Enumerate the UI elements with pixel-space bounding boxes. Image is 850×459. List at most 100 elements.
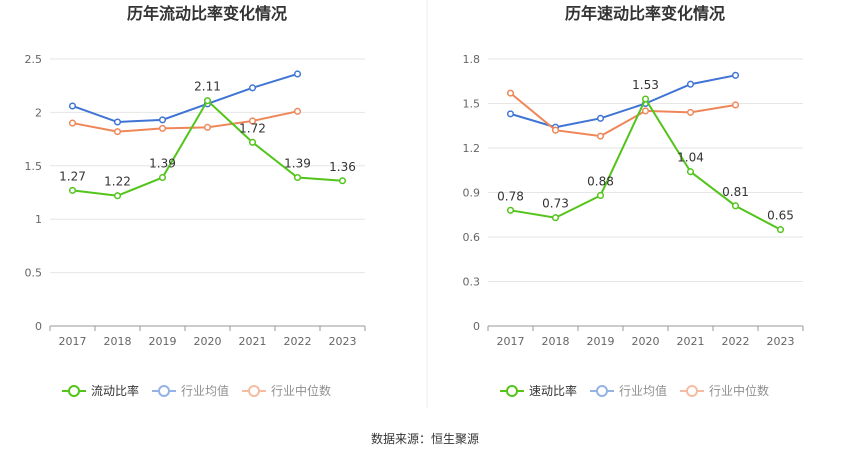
data-point-avg <box>113 118 122 126</box>
series-line-avg <box>72 72 298 124</box>
legend-label: 行业均值 <box>619 383 667 398</box>
data-label: 0.88 <box>587 174 614 188</box>
y-tick-label: 2.5 <box>25 53 43 66</box>
y-tick-label: 0 <box>473 320 480 333</box>
y-tick-label: 1.2 <box>463 142 481 155</box>
legend-marker <box>686 385 698 397</box>
y-tick-label: 0 <box>35 320 42 333</box>
data-point-avg <box>158 116 167 124</box>
y-tick-label: 0.5 <box>25 267 43 280</box>
x-tick-label: 2017 <box>497 335 525 348</box>
data-label: 1.53 <box>632 78 659 92</box>
x-tick-label: 2020 <box>632 335 660 348</box>
x-tick-label: 2021 <box>239 335 267 348</box>
legend-item-primary[interactable]: 速动比率 <box>500 383 577 398</box>
data-point-median <box>596 132 605 140</box>
x-tick-label: 2023 <box>767 335 795 348</box>
series-line-median <box>72 110 298 133</box>
data-point-median <box>203 123 212 131</box>
data-label: 1.22 <box>104 175 131 189</box>
data-label: 2.11 <box>194 80 221 94</box>
data-point-median <box>506 89 515 97</box>
y-tick-label: 0.6 <box>463 231 481 244</box>
data-point-primary <box>293 173 302 182</box>
data-label: 1.72 <box>239 121 266 135</box>
y-tick-label: 1.8 <box>463 53 481 66</box>
data-label: 0.81 <box>722 185 749 199</box>
data-label: 0.65 <box>767 209 794 223</box>
data-point-primary <box>113 192 122 200</box>
legend-label: 行业中位数 <box>271 383 331 398</box>
data-point-median <box>248 117 257 125</box>
legend-label: 流动比率 <box>91 383 139 398</box>
legend-item-avg[interactable]: 行业均值 <box>590 383 667 398</box>
data-label: 1.36 <box>329 160 356 174</box>
data-point-avg <box>248 84 257 92</box>
legend-item-median[interactable]: 行业中位数 <box>680 383 769 398</box>
data-point-primary <box>506 206 515 214</box>
data-point-primary <box>731 202 740 210</box>
data-point-primary <box>686 168 695 176</box>
data-label: 0.78 <box>497 189 524 203</box>
legend-marker <box>248 385 260 397</box>
series-line-median <box>509 92 736 138</box>
x-tick-label: 2018 <box>104 335 132 348</box>
y-tick-label: 1.5 <box>463 98 481 111</box>
data-label: 0.73 <box>542 197 569 211</box>
legend-marker <box>596 385 608 397</box>
data-label: 1.39 <box>149 157 176 171</box>
chart-2: 历年速动比率变化情况 0 0.3 0.6 0.9 1.2 1.5 1.8 2017 2018 201… <box>463 4 804 398</box>
data-source-note: 数据来源：恒生聚源 <box>370 432 479 446</box>
x-tick-label: 2021 <box>677 335 705 348</box>
data-point-median <box>551 126 560 134</box>
data-point-primary <box>248 138 257 146</box>
chart-title: 历年流动比率变化情况 <box>127 4 287 23</box>
data-point-primary <box>158 173 167 182</box>
y-tick-label: 1 <box>35 213 42 226</box>
data-label: 1.04 <box>677 151 704 165</box>
data-point-primary <box>596 191 605 200</box>
data-point-median <box>731 101 740 109</box>
data-point-avg <box>731 71 740 79</box>
data-point-avg <box>596 114 605 122</box>
data-label: 1.27 <box>59 169 86 183</box>
x-tick-label: 2022 <box>722 335 750 348</box>
data-point-avg <box>686 80 695 88</box>
data-point-primary <box>776 226 785 234</box>
data-point-median <box>113 128 122 136</box>
x-tick-label: 2018 <box>542 335 570 348</box>
legend-item-avg[interactable]: 行业均值 <box>152 383 229 398</box>
y-tick-label: 0.9 <box>463 187 481 200</box>
data-point-primary <box>203 97 212 105</box>
y-tick-label: 1.5 <box>25 160 43 173</box>
data-point-primary <box>338 177 347 185</box>
series-line-avg <box>510 74 736 129</box>
y-tick-label: 0.3 <box>463 276 481 289</box>
x-tick-label: 2019 <box>149 335 177 348</box>
legend-marker <box>158 385 170 397</box>
data-point-primary <box>68 186 77 194</box>
data-point-median <box>158 124 167 132</box>
chart-title: 历年速动比率变化情况 <box>565 4 725 23</box>
legend-label: 行业中位数 <box>709 383 769 398</box>
x-tick-label: 2022 <box>284 335 312 348</box>
data-point-median <box>686 108 695 116</box>
legend-label: 速动比率 <box>529 383 577 398</box>
data-point-primary <box>641 95 650 103</box>
x-tick-label: 2019 <box>587 335 615 348</box>
data-point-median <box>293 107 302 115</box>
data-label: 1.39 <box>284 157 311 171</box>
legend-marker <box>506 385 518 397</box>
charts-canvas: 历年流动比率变化情况 0 0.5 1 1.5 2 2.5 2017 2018 2019 2020 20… <box>25 0 804 408</box>
data-point-primary <box>551 214 560 222</box>
data-point-avg <box>293 70 302 78</box>
legend-item-primary[interactable]: 流动比率 <box>62 383 139 398</box>
legend-marker <box>68 385 80 397</box>
data-point-median <box>68 119 77 127</box>
chart-1: 历年流动比率变化情况 0 0.5 1 1.5 2 2.5 2017 2018 2019 2020 20… <box>25 4 366 398</box>
legend-item-median[interactable]: 行业中位数 <box>242 383 331 398</box>
data-point-avg <box>68 102 77 110</box>
data-point-avg <box>506 110 515 118</box>
x-tick-label: 2017 <box>59 335 87 348</box>
x-tick-label: 2020 <box>194 335 222 348</box>
